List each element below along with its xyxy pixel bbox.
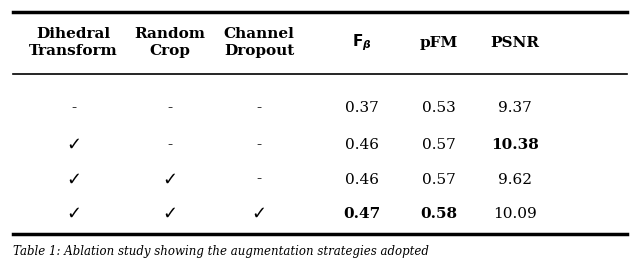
Text: 10.38: 10.38: [492, 138, 539, 152]
Text: ✓: ✓: [66, 136, 81, 154]
Text: -: -: [257, 101, 262, 115]
Text: 0.53: 0.53: [422, 101, 455, 115]
Text: PSNR: PSNR: [491, 36, 540, 49]
Text: ✓: ✓: [66, 171, 81, 189]
Text: $\mathbf{F}_{\boldsymbol{\beta}}$: $\mathbf{F}_{\boldsymbol{\beta}}$: [352, 32, 371, 53]
Text: 10.09: 10.09: [493, 207, 537, 221]
Text: 0.46: 0.46: [344, 138, 379, 152]
Text: -: -: [167, 138, 172, 152]
Text: Dihedral
Transform: Dihedral Transform: [29, 27, 118, 58]
Text: -: -: [257, 173, 262, 186]
Text: 9.62: 9.62: [498, 173, 532, 186]
Text: -: -: [257, 138, 262, 152]
Text: 0.46: 0.46: [344, 173, 379, 186]
Text: ✓: ✓: [162, 171, 177, 189]
Text: 0.47: 0.47: [343, 207, 380, 221]
Text: 0.37: 0.37: [345, 101, 378, 115]
Text: ✓: ✓: [162, 205, 177, 223]
Text: ✓: ✓: [66, 205, 81, 223]
Text: ✓: ✓: [252, 205, 267, 223]
Text: Channel
Dropout: Channel Dropout: [224, 27, 294, 58]
Text: 0.58: 0.58: [420, 207, 457, 221]
Text: -: -: [167, 101, 172, 115]
Text: 9.37: 9.37: [499, 101, 532, 115]
Text: pFM: pFM: [419, 36, 458, 49]
Text: 0.57: 0.57: [422, 138, 455, 152]
Text: 0.57: 0.57: [422, 173, 455, 186]
Text: Table 1: Ablation study showing the augmentation strategies adopted: Table 1: Ablation study showing the augm…: [13, 245, 429, 258]
Text: -: -: [71, 101, 76, 115]
Text: Random
Crop: Random Crop: [134, 27, 205, 58]
